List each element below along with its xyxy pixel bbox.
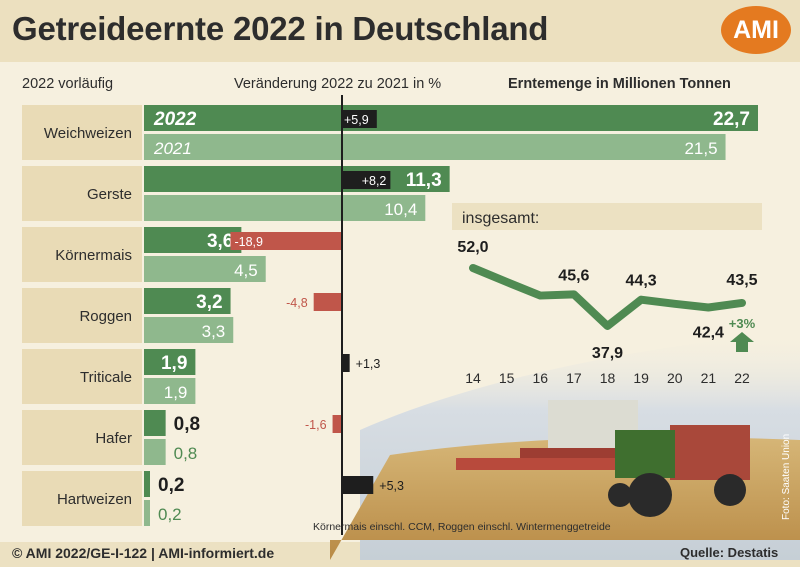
value-label-2021: 21,5	[684, 139, 717, 158]
header: Getreideernte 2022 in Deutschland AMI	[0, 0, 800, 62]
bar-2022	[144, 349, 196, 375]
value-label-2021: 0,2	[158, 505, 182, 524]
bar-2022	[144, 166, 450, 192]
subheader-harvest: Erntemenge in Millionen Tonnen	[508, 76, 731, 92]
value-label-2022: 3,2	[196, 292, 222, 313]
value-label-2022: 0,8	[174, 414, 200, 435]
total-harvest-line	[469, 264, 746, 330]
change-label: -18,9	[234, 235, 263, 249]
category-panel	[22, 288, 142, 343]
bar-2021	[144, 500, 150, 526]
up-arrow-icon	[730, 332, 754, 352]
point-label: 43,5	[726, 272, 757, 289]
change-bar	[342, 110, 377, 128]
value-label-2021: 10,4	[384, 200, 417, 219]
copyright: © AMI 2022/GE-I-122 | AMI-informiert.de	[12, 545, 275, 561]
change-bar	[342, 354, 350, 372]
bar-2021	[144, 439, 166, 465]
value-label-2021: 0,8	[174, 444, 198, 463]
bar-2021	[144, 134, 726, 160]
footnote: Körnermais einschl. CCM, Roggen einschl.…	[313, 521, 611, 533]
bar-2021	[144, 195, 426, 221]
x-tick-label: 22	[734, 370, 750, 386]
page-title: Getreideernte 2022 in Deutschland	[12, 10, 549, 47]
photo-credit: Foto: Saaten Union	[781, 433, 792, 520]
change-annotation: +3%	[729, 316, 756, 331]
x-tick-label: 21	[701, 370, 717, 386]
point-label: 37,9	[592, 345, 623, 362]
change-label: +5,9	[344, 113, 369, 127]
x-tick-label: 14	[465, 370, 481, 386]
category-label: Hafer	[95, 430, 132, 447]
x-tick-label: 15	[499, 370, 515, 386]
change-label: +1,3	[356, 357, 381, 371]
category-label: Roggen	[79, 308, 132, 325]
category-label: Weichweizen	[44, 125, 132, 142]
point-label: 45,6	[558, 267, 589, 284]
value-label-2022: 22,7	[713, 109, 750, 130]
category-panel	[22, 410, 142, 465]
change-bar	[313, 293, 342, 311]
bar-2022	[144, 227, 242, 253]
point-label: 52,0	[457, 239, 488, 256]
change-label: -1,6	[305, 418, 327, 432]
x-tick-label: 16	[532, 370, 548, 386]
x-tick-label: 19	[633, 370, 649, 386]
bar-2022	[144, 105, 758, 131]
value-label-2021: 3,3	[202, 322, 226, 341]
bar-2021	[144, 378, 196, 404]
harvest-photo	[330, 330, 800, 560]
change-label: +5,3	[379, 479, 404, 493]
change-bar	[342, 171, 391, 189]
category-panel	[22, 166, 142, 221]
change-label: -4,8	[286, 296, 308, 310]
point-label: 42,4	[693, 324, 724, 341]
category-label: Gerste	[87, 186, 132, 203]
change-bar	[332, 415, 342, 433]
subheader-preliminary: 2022 vorläufig	[22, 76, 114, 92]
category-panel	[22, 471, 142, 526]
x-tick-label: 17	[566, 370, 582, 386]
category-label: Hartweizen	[57, 491, 132, 508]
value-label-2022: 0,2	[158, 475, 184, 496]
change-bar	[342, 476, 374, 494]
inset-title-panel	[452, 203, 762, 230]
bar-2022	[144, 410, 166, 436]
subheader-change: Veränderung 2022 zu 2021 in %	[234, 76, 442, 92]
value-label-2021: 4,5	[234, 261, 258, 280]
x-tick-label: 18	[600, 370, 616, 386]
bar-2021	[144, 256, 266, 282]
legend-2022: 2022	[153, 109, 197, 130]
inset-title: insgesamt:	[462, 210, 539, 227]
value-label-2022: 1,9	[161, 353, 187, 374]
value-label-2022: 11,3	[406, 170, 442, 191]
bar-2022	[144, 288, 231, 314]
value-label-2022: 3,6	[207, 231, 233, 252]
change-bar	[230, 232, 342, 250]
category-label: Körnermais	[55, 247, 132, 264]
category-panel	[22, 349, 142, 404]
legend-2021: 2021	[153, 139, 192, 158]
change-label: +8,2	[362, 174, 387, 188]
category-label: Triticale	[80, 369, 132, 386]
value-label-2021: 1,9	[164, 383, 188, 402]
x-tick-label: 20	[667, 370, 683, 386]
point-label: 44,3	[626, 273, 657, 290]
ami-logo: AMI	[721, 6, 791, 54]
bar-2021	[144, 317, 234, 343]
bar-2022	[144, 471, 150, 497]
category-panel	[22, 227, 142, 282]
source: Quelle: Destatis	[680, 545, 779, 560]
category-panel	[22, 105, 142, 160]
